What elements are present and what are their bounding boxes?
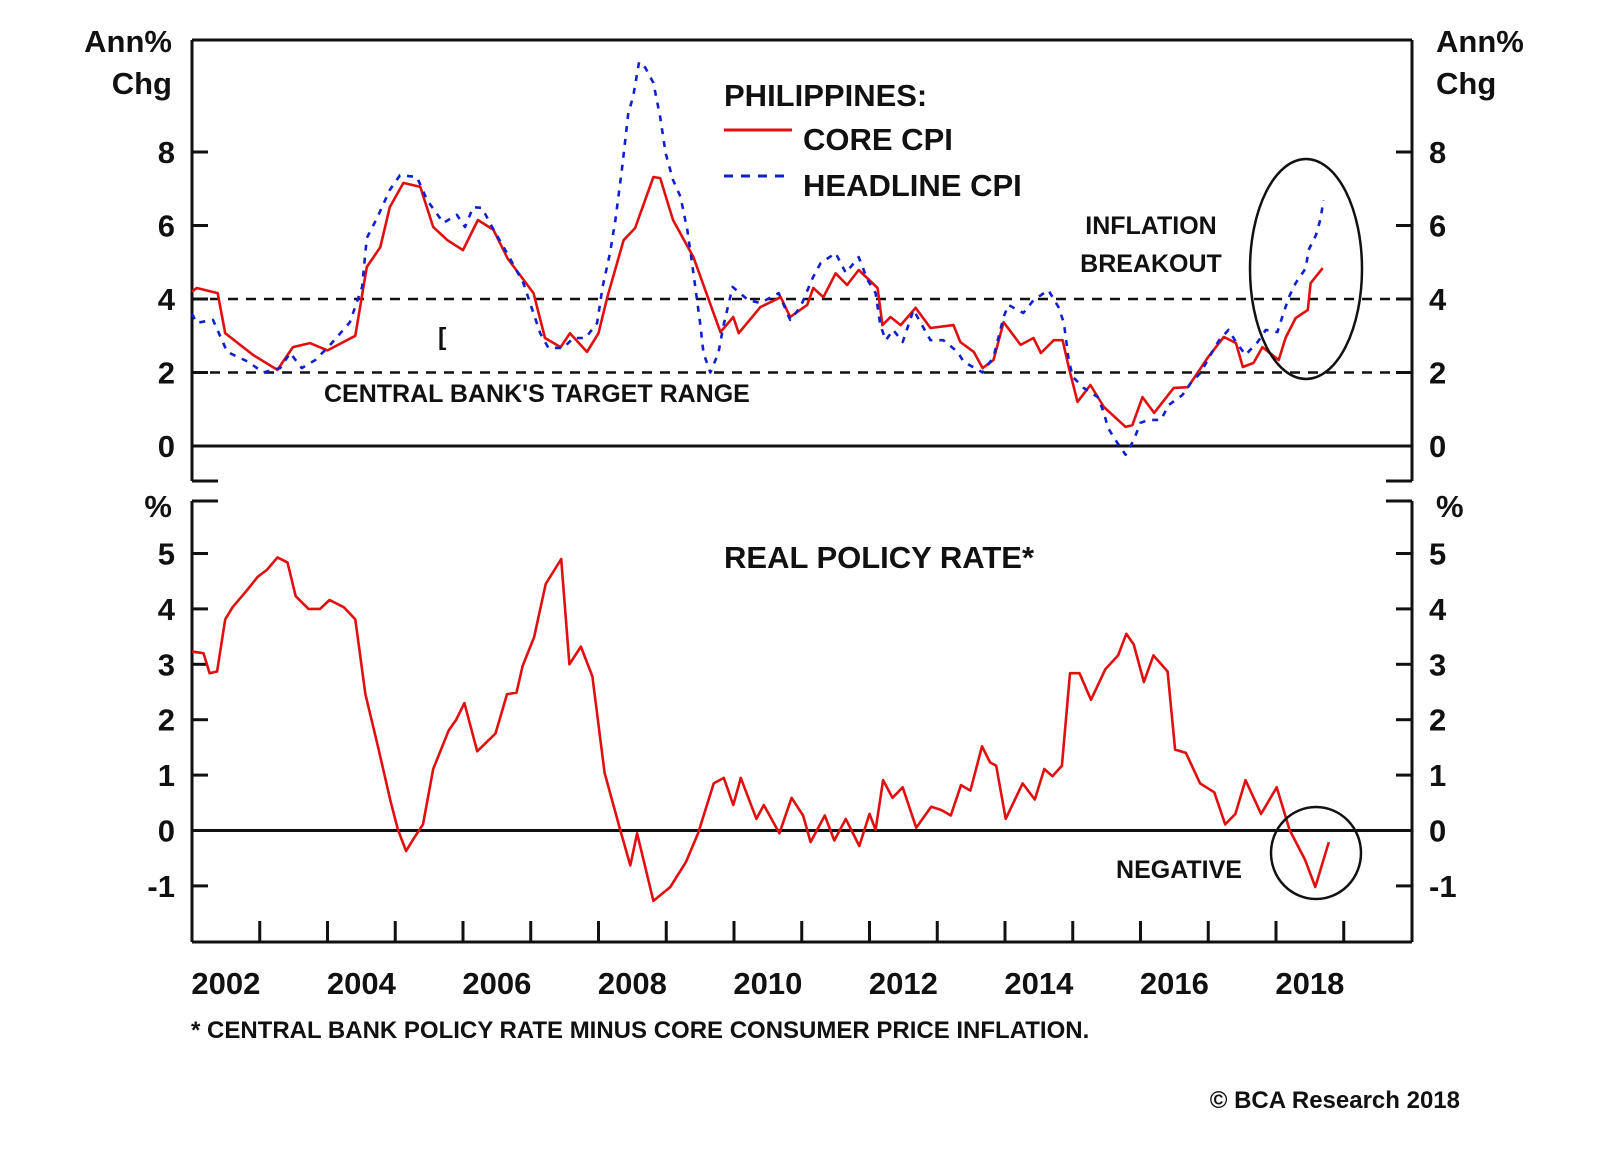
x-tick-label: 2004	[327, 966, 397, 1001]
right-unit-label-line1: Ann%	[1436, 24, 1524, 59]
annotation-target-range: CENTRAL BANK'S TARGET RANGE	[324, 380, 750, 408]
legend-label-core-cpi: CORE CPI	[803, 122, 953, 157]
bottom-chart-title: REAL POLICY RATE*	[724, 540, 1035, 575]
y-tick-label-left: 0	[158, 814, 175, 849]
y-tick-label-right: 4	[1429, 282, 1447, 317]
bottom-left-unit-label: %	[144, 489, 172, 524]
annotation-negative: NEGATIVE	[1116, 856, 1242, 884]
x-tick-label: 2006	[462, 966, 531, 1001]
negative-highlight-ellipse	[1269, 805, 1363, 901]
bottom-right-unit-label: %	[1436, 489, 1464, 524]
y-tick-label-right: 5	[1429, 537, 1446, 572]
left-unit-label-line1: Ann%	[84, 24, 172, 59]
breakout-highlight-ellipse	[1248, 157, 1364, 381]
y-tick-label-right: 6	[1429, 209, 1446, 244]
y-tick-label-right: 2	[1429, 703, 1446, 738]
x-tick-label: 2018	[1275, 966, 1344, 1001]
copyright: © BCA Research 2018	[1210, 1087, 1460, 1114]
series-line-headline-cpi	[190, 60, 1325, 457]
y-tick-label-left: 4	[158, 282, 176, 317]
series-line-core-cpi	[191, 175, 1324, 429]
x-tick-label: 2012	[869, 966, 938, 1001]
y-tick-label-right: -1	[1429, 869, 1457, 904]
y-tick-label-left: 2	[158, 703, 175, 738]
y-tick-label-right: 1	[1429, 758, 1446, 793]
annotation-bracket-mark: [	[438, 323, 447, 351]
y-tick-label-right: 8	[1429, 135, 1446, 170]
y-tick-label-right: 0	[1429, 429, 1446, 464]
annotation-breakout: BREAKOUT	[1080, 250, 1222, 278]
x-tick-label: 2014	[1004, 966, 1074, 1001]
y-tick-label-left: 2	[158, 356, 175, 391]
y-tick-label-left: 6	[158, 209, 175, 244]
y-tick-label-right: 0	[1429, 814, 1446, 849]
y-tick-label-right: 4	[1429, 592, 1447, 627]
series-line-real-policy-rate	[191, 556, 1331, 903]
legend-label-headline-cpi: HEADLINE CPI	[803, 168, 1022, 203]
x-tick-label: 2002	[191, 966, 260, 1001]
footnote: * CENTRAL BANK POLICY RATE MINUS CORE CO…	[191, 1017, 1089, 1044]
y-tick-label-right: 2	[1429, 356, 1446, 391]
y-tick-label-left: 1	[158, 758, 175, 793]
left-unit-label-line2: Chg	[112, 66, 172, 101]
y-tick-label-left: 4	[158, 592, 176, 627]
chart-title: PHILIPPINES:	[724, 78, 927, 113]
bottom-panel-real-policy-rate: -1 -1 0 0 1 1 2 2 3 3 4 4 5 5 2002 2004 2006 2008 2010 2012…	[147, 499, 1457, 1001]
top-panel-cpi: 0 0 2 2 4 4 6 6 8 8	[158, 38, 1447, 483]
y-tick-label-left: 5	[158, 537, 175, 572]
y-tick-label-left: -1	[147, 869, 175, 904]
y-tick-label-left: 3	[158, 647, 175, 682]
x-tick-label: 2010	[733, 966, 802, 1001]
annotation-inflation: INFLATION	[1085, 212, 1216, 240]
y-tick-label-right: 3	[1429, 647, 1446, 682]
y-tick-label-left: 0	[158, 429, 175, 464]
x-tick-label: 2016	[1140, 966, 1209, 1001]
right-unit-label-line2: Chg	[1436, 66, 1496, 101]
y-tick-label-left: 8	[158, 135, 175, 170]
x-tick-label: 2008	[598, 966, 667, 1001]
